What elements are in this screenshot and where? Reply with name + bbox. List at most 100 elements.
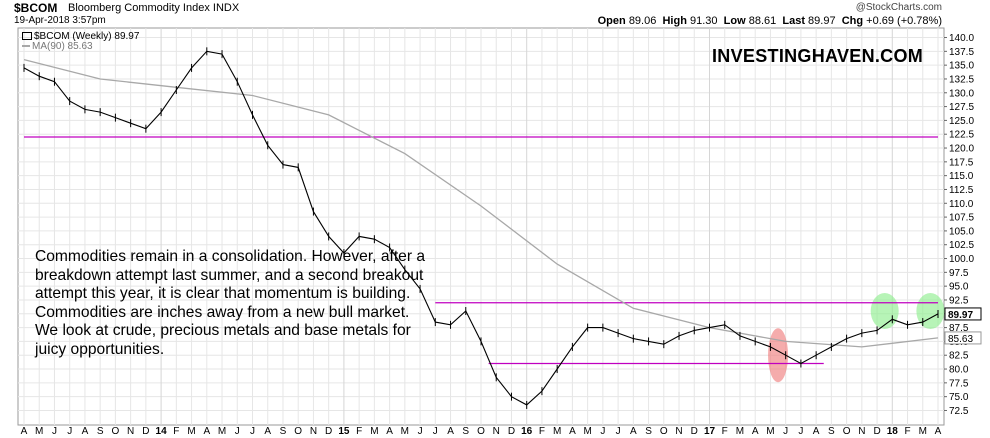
x-tick-label: O [294,426,302,437]
x-tick-label: N [310,426,317,437]
y-tick-label: 80.0 [949,365,969,376]
x-tick-label: A [813,426,820,437]
x-tick-label: A [21,426,28,437]
timestamp: 19-Apr-2018 3:57pm [14,15,106,26]
green-highlight-ellipse [916,293,945,330]
y-tick-label: 102.5 [949,240,974,251]
x-tick-label: J [433,426,438,437]
x-tick-label: M [919,426,927,437]
x-tick-label: D [691,426,698,437]
chg-value: +0.69 (+0.78%) [866,15,942,27]
index-name: Bloomberg Commodity Index INDX [68,2,240,14]
y-tick-label: 82.5 [949,351,969,362]
x-axis: A M J J A S O N D 14 F M A M J J A S O N D 15 F M A M J J A S O N D 16 F M A… [21,426,942,437]
commentary-text: Commodities remain in a consolidation. H… [35,248,426,358]
x-tick-label: N [493,426,500,437]
legend-price-text: $BCOM (Weekly) 89.97 [34,31,140,42]
y-tick-label: 112.5 [949,185,974,196]
x-tick-label: A [82,426,89,437]
x-tick-label: J [250,426,255,437]
y-tick-label: 140.0 [949,33,974,44]
x-tick-label: D [142,426,149,437]
gridlines [18,28,944,425]
x-tick-label: 14 [156,426,168,437]
x-tick-label: M [736,426,744,437]
y-tick-label: 110.0 [949,199,974,210]
price-badge-label: 85.63 [948,334,973,345]
open-label: Open [597,15,626,27]
quote-summary: Open 89.06 High 91.30 Low 88.61 Last 89.… [598,15,942,27]
last-label: Last [782,15,805,27]
y-tick-label: 125.0 [949,116,974,127]
x-tick-label: 18 [887,426,899,437]
x-tick-label: A [386,426,393,437]
x-tick-label: O [477,426,485,437]
y-tick-label: 117.5 [949,157,974,168]
x-tick-label: N [127,426,134,437]
x-tick-label: M [553,426,561,437]
x-tick-label: F [539,426,545,437]
x-tick-label: A [203,426,210,437]
x-tick-label: S [280,426,287,437]
x-tick-label: D [873,426,880,437]
x-tick-label: N [675,426,682,437]
x-tick-label: J [235,426,240,437]
x-tick-label: A [752,426,759,437]
x-tick-label: J [600,426,605,437]
legend-ma: MA(90) 85.63 [22,41,93,52]
x-tick-label: S [645,426,652,437]
high-value: 91.30 [689,15,718,27]
x-tick-label: A [264,426,271,437]
low-value: 88.61 [748,15,777,27]
y-tick-label: 92.5 [949,295,969,306]
y-tick-label: 135.0 [949,61,974,72]
y-tick-label: 75.0 [949,392,969,403]
x-tick-label: M [583,426,591,437]
x-tick-label: J [798,426,803,437]
y-tick-label: 87.5 [949,323,969,334]
ma-swatch-icon [22,45,30,48]
price-swatch-icon [22,32,32,41]
open-value: 89.06 [628,15,657,27]
y-tick-label: 100.0 [949,254,974,265]
x-tick-label: M [766,426,774,437]
x-tick-label: M [401,426,409,437]
watermark: INVESTINGHAVEN.COM [712,46,924,66]
x-tick-label: O [112,426,120,437]
x-tick-label: M [370,426,378,437]
y-tick-label: 95.0 [949,282,969,293]
x-tick-label: 15 [338,426,350,437]
x-tick-label: F [904,426,910,437]
x-tick-label: 16 [521,426,533,437]
x-tick-label: J [52,426,57,437]
green-highlight-ellipse [870,293,899,330]
x-tick-label: M [187,426,195,437]
legend-price: $BCOM (Weekly) 89.97 [22,31,139,42]
y-tick-label: 107.5 [949,213,974,224]
x-tick-label: A [935,426,942,437]
x-tick-label: S [462,426,469,437]
x-tick-label: O [843,426,851,437]
low-label: Low [723,15,746,27]
x-tick-label: J [67,426,72,437]
x-tick-label: S [97,426,104,437]
y-tick-label: 97.5 [949,268,969,279]
x-tick-label: A [447,426,454,437]
x-tick-label: A [569,426,576,437]
price-badge [944,331,982,345]
y-tick-label: 77.5 [949,378,969,389]
x-tick-label: F [356,426,362,437]
high-label: High [662,15,687,27]
x-tick-label: J [616,426,621,437]
symbol-label: $BCOM [14,1,58,15]
annotation-layer [24,136,945,383]
x-tick-label: 17 [704,426,716,437]
x-tick-label: A [630,426,637,437]
x-tick-label: F [722,426,728,437]
red-highlight-ellipse [768,328,789,383]
x-tick-label: S [828,426,835,437]
y-tick-label: 132.5 [949,74,974,85]
y-tick-label: 120.0 [949,144,974,155]
series-layer [23,47,939,409]
